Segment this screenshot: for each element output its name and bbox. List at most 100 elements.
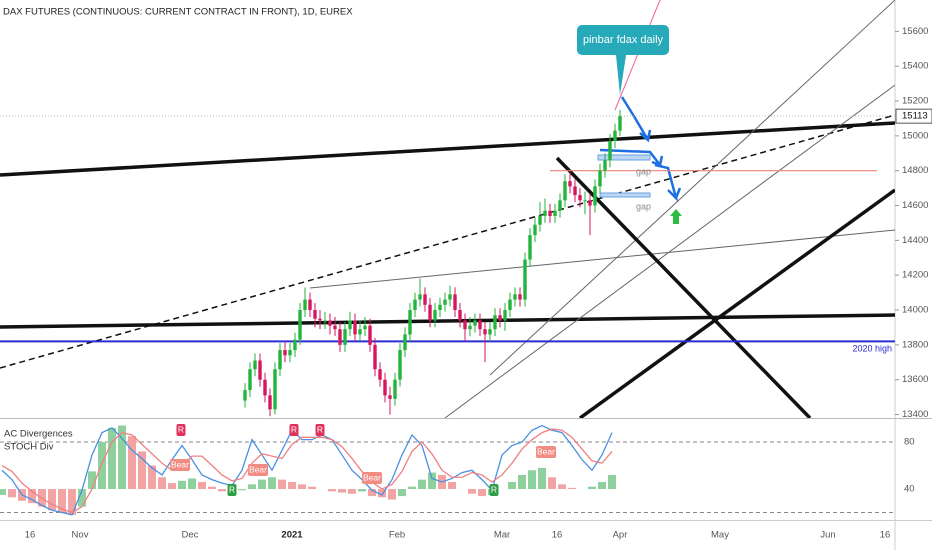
histogram-bar — [158, 477, 166, 490]
candle-body — [578, 195, 582, 201]
histogram-bar — [408, 486, 416, 490]
price-tag — [895, 108, 932, 124]
x-tick-label: 16 — [880, 530, 891, 541]
candle-body — [548, 210, 552, 216]
stoch-line — [1, 424, 613, 516]
candle-body — [283, 350, 287, 356]
signal-label: Bear — [249, 464, 267, 474]
signal-box — [315, 424, 325, 436]
x-tick-label: 16 — [25, 530, 36, 541]
trend-line — [555, 156, 812, 418]
oscillator — [0, 424, 895, 516]
histogram-bar — [178, 480, 186, 490]
histogram-bar — [368, 489, 376, 497]
histogram-bar — [168, 483, 176, 490]
candle-body — [323, 320, 327, 322]
trend-line — [0, 114, 895, 369]
candle-body — [258, 360, 262, 380]
signal-box — [536, 446, 556, 458]
y-tick-label: 14400 — [902, 235, 928, 246]
signal-box — [289, 424, 299, 436]
candle-body — [363, 325, 367, 330]
histogram-bar — [428, 472, 436, 490]
y-tick-label: 13400 — [902, 409, 928, 420]
histogram-bar — [188, 478, 196, 490]
candle-body — [388, 395, 392, 399]
histogram-bar — [0, 489, 6, 495]
candle-body — [318, 318, 322, 321]
histogram-bar — [138, 451, 146, 490]
candle-body — [253, 360, 257, 370]
candle-body — [428, 304, 432, 321]
candle-body — [343, 329, 347, 345]
y-tick-label: 14800 — [902, 165, 928, 176]
candle-body — [478, 320, 482, 330]
candle-body — [543, 210, 547, 216]
candle-body — [383, 379, 387, 396]
histogram-bar — [418, 479, 426, 490]
histogram-bar — [338, 489, 346, 493]
candle-body — [408, 310, 412, 335]
trend-line — [578, 188, 895, 418]
candle-body — [568, 181, 572, 187]
histogram-bar — [478, 489, 486, 497]
signal-label: Bear — [537, 446, 555, 456]
x-tick-label: Apr — [613, 530, 628, 541]
signal-box — [362, 472, 382, 484]
indicator-title: AC Divergences — [4, 429, 73, 440]
signal-label: Bear — [363, 472, 381, 482]
signal-label: R — [491, 484, 497, 494]
histogram-bar — [268, 477, 276, 490]
candle-body — [263, 379, 267, 396]
histogram-bar — [218, 489, 226, 492]
signal-box — [248, 464, 268, 476]
x-tick-label: Jun — [820, 530, 835, 541]
histogram-bar — [388, 489, 396, 500]
signal-label: R — [291, 424, 297, 434]
histogram-bar — [398, 489, 406, 497]
y-tick-label: 14000 — [902, 305, 928, 316]
candle-body — [523, 259, 527, 300]
candle-body — [273, 369, 277, 410]
trend-line — [0, 313, 895, 329]
histogram-bar — [568, 487, 576, 490]
candle-body — [538, 215, 542, 225]
arrow — [654, 163, 682, 203]
candle-body — [453, 294, 457, 311]
histogram-bar — [58, 489, 66, 513]
candle-body — [473, 320, 477, 326]
gap-label: gap — [636, 201, 651, 211]
candle-body — [443, 299, 447, 305]
candle-body — [423, 294, 427, 305]
candle-body — [243, 390, 247, 401]
candle-body — [583, 200, 587, 202]
candles — [243, 109, 622, 417]
candle-body — [398, 350, 402, 380]
y-tick-label: 15200 — [902, 96, 928, 107]
stoch-line — [1, 428, 613, 514]
candle-body — [458, 310, 462, 321]
x-tick-label: Feb — [389, 530, 405, 541]
y-tick-label: 80 — [904, 437, 915, 448]
histogram-bar — [278, 479, 286, 490]
candle-body — [508, 299, 512, 311]
histogram-bar — [378, 489, 386, 498]
candle-body — [293, 339, 297, 351]
signal-label: R — [178, 424, 184, 434]
callout-box — [577, 25, 669, 95]
histogram-bar — [258, 479, 266, 490]
candle-body — [483, 329, 487, 335]
histogram-bar — [308, 486, 316, 490]
candle-body — [303, 299, 307, 311]
candle-body — [313, 310, 317, 319]
histogram-bar — [238, 489, 246, 491]
candle-body — [288, 350, 292, 356]
histogram-bar — [108, 427, 116, 490]
signal-box — [176, 424, 186, 436]
histogram-bar — [78, 489, 86, 507]
histogram-bar — [288, 481, 296, 490]
candle-body — [438, 304, 442, 311]
histogram-bar — [298, 484, 306, 490]
candle-body — [558, 200, 562, 211]
